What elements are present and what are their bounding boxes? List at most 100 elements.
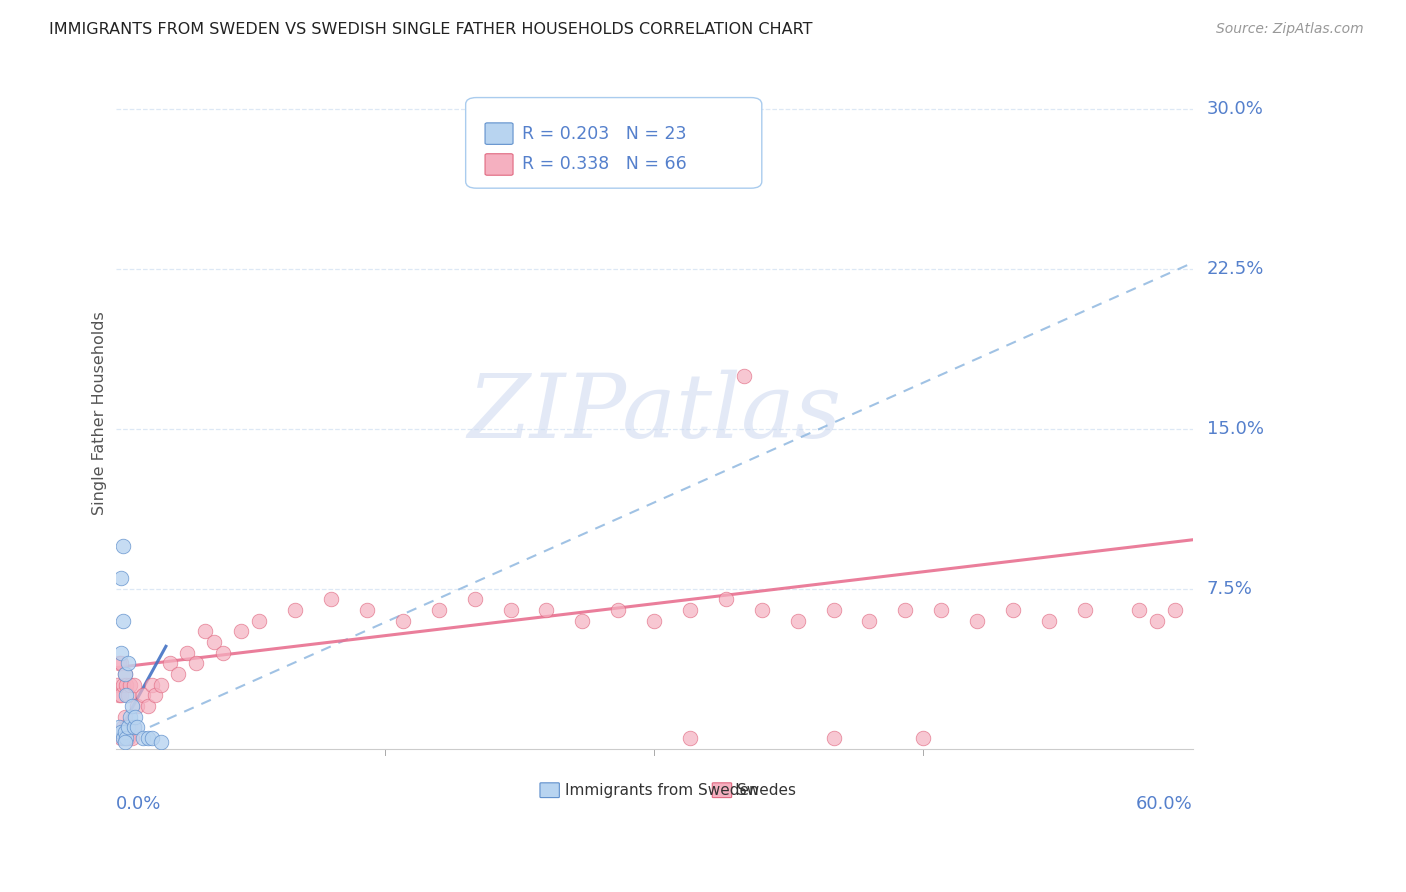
Point bbox=[118, 709, 141, 723]
Point bbox=[114, 709, 136, 723]
Point bbox=[1038, 614, 1060, 628]
Point bbox=[141, 678, 163, 692]
Point bbox=[115, 731, 138, 745]
Text: 15.0%: 15.0% bbox=[1206, 420, 1264, 438]
Text: 22.5%: 22.5% bbox=[1206, 260, 1264, 278]
Point bbox=[121, 731, 143, 745]
Text: 7.5%: 7.5% bbox=[1206, 580, 1253, 598]
Point bbox=[356, 603, 378, 617]
Text: IMMIGRANTS FROM SWEDEN VS SWEDISH SINGLE FATHER HOUSEHOLDS CORRELATION CHART: IMMIGRANTS FROM SWEDEN VS SWEDISH SINGLE… bbox=[49, 22, 813, 37]
Point bbox=[108, 689, 131, 703]
Point bbox=[392, 614, 415, 628]
Point bbox=[115, 720, 138, 734]
Point bbox=[108, 657, 131, 671]
Point bbox=[114, 731, 136, 745]
Point bbox=[231, 624, 253, 639]
Point bbox=[571, 614, 593, 628]
Point bbox=[643, 134, 665, 148]
Point bbox=[110, 724, 132, 739]
Point bbox=[111, 539, 134, 553]
Point bbox=[117, 720, 139, 734]
Point bbox=[117, 657, 139, 671]
Point bbox=[110, 571, 132, 585]
Point bbox=[127, 698, 149, 713]
Point bbox=[1146, 614, 1168, 628]
Text: 30.0%: 30.0% bbox=[1206, 101, 1264, 119]
Point bbox=[107, 678, 129, 692]
Point bbox=[536, 603, 558, 617]
Point bbox=[1163, 603, 1185, 617]
Point bbox=[115, 689, 138, 703]
Point bbox=[124, 709, 146, 723]
Point bbox=[122, 720, 145, 734]
Point bbox=[141, 731, 163, 745]
Point bbox=[110, 731, 132, 745]
Point bbox=[115, 678, 138, 692]
Point bbox=[131, 731, 153, 745]
Point bbox=[176, 646, 198, 660]
Point bbox=[858, 614, 880, 628]
Point bbox=[751, 603, 773, 617]
Text: ZIPatlas: ZIPatlas bbox=[467, 369, 841, 457]
Point bbox=[111, 731, 134, 745]
Point bbox=[149, 678, 172, 692]
Point bbox=[114, 724, 136, 739]
Point bbox=[247, 614, 270, 628]
Point bbox=[679, 603, 702, 617]
Point bbox=[108, 720, 131, 734]
FancyBboxPatch shape bbox=[485, 123, 513, 145]
Point bbox=[499, 603, 522, 617]
Point bbox=[202, 635, 225, 649]
Point bbox=[607, 603, 630, 617]
Point bbox=[111, 678, 134, 692]
Point bbox=[110, 657, 132, 671]
Point bbox=[136, 698, 159, 713]
Point bbox=[823, 731, 845, 745]
Point bbox=[143, 689, 166, 703]
Point bbox=[118, 720, 141, 734]
Point bbox=[122, 720, 145, 734]
Point bbox=[110, 646, 132, 660]
Point bbox=[966, 614, 988, 628]
Point bbox=[194, 624, 217, 639]
FancyBboxPatch shape bbox=[540, 783, 560, 797]
FancyBboxPatch shape bbox=[465, 97, 762, 188]
Point bbox=[186, 657, 208, 671]
Text: Immigrants from Sweden: Immigrants from Sweden bbox=[565, 782, 758, 797]
Point bbox=[114, 735, 136, 749]
Point bbox=[733, 368, 755, 383]
Point bbox=[122, 678, 145, 692]
Point bbox=[131, 689, 153, 703]
Point bbox=[159, 657, 181, 671]
Point bbox=[427, 603, 450, 617]
Point bbox=[929, 603, 952, 617]
Point bbox=[212, 646, 235, 660]
Point bbox=[117, 689, 139, 703]
Point bbox=[136, 731, 159, 745]
Point bbox=[118, 678, 141, 692]
Point bbox=[679, 731, 702, 745]
Point bbox=[1074, 603, 1097, 617]
Point bbox=[714, 592, 737, 607]
Text: 60.0%: 60.0% bbox=[1136, 796, 1192, 814]
Point bbox=[114, 667, 136, 681]
Point bbox=[121, 698, 143, 713]
Point bbox=[464, 592, 486, 607]
Text: R = 0.338   N = 66: R = 0.338 N = 66 bbox=[522, 155, 686, 173]
Text: Source: ZipAtlas.com: Source: ZipAtlas.com bbox=[1216, 22, 1364, 37]
Point bbox=[1128, 603, 1150, 617]
Point bbox=[912, 731, 935, 745]
Point bbox=[1002, 603, 1025, 617]
FancyBboxPatch shape bbox=[713, 783, 731, 797]
Point bbox=[114, 667, 136, 681]
Point bbox=[284, 603, 307, 617]
Point bbox=[786, 614, 808, 628]
FancyBboxPatch shape bbox=[485, 153, 513, 175]
Text: Swedes: Swedes bbox=[737, 782, 796, 797]
Text: R = 0.203   N = 23: R = 0.203 N = 23 bbox=[522, 125, 686, 143]
Point bbox=[111, 614, 134, 628]
Point bbox=[149, 735, 172, 749]
Point bbox=[167, 667, 190, 681]
Point bbox=[823, 603, 845, 617]
Point bbox=[319, 592, 342, 607]
